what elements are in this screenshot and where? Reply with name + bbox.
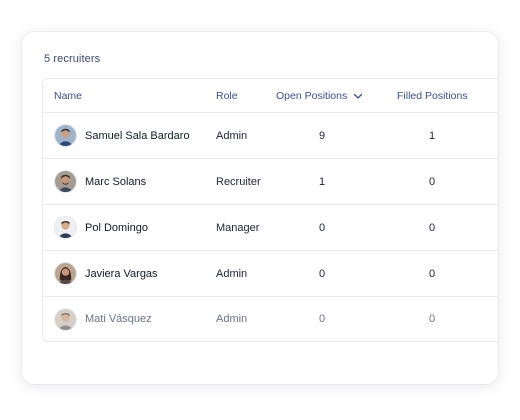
recruiter-cell: Javiera Vargas — [54, 251, 158, 296]
column-header-open-positions-label: Open Positions — [276, 89, 348, 102]
recruiter-cell: Pol Domingo — [54, 205, 148, 250]
open-positions-value: 1 — [318, 175, 326, 188]
column-header-role[interactable]: Role — [216, 89, 238, 102]
column-header-filled-positions[interactable]: Filled Positions — [397, 89, 468, 102]
avatar — [54, 170, 77, 193]
recruiter-role: Manager — [216, 221, 260, 234]
table-row[interactable]: Samuel Sala Bardaro Admin 9 1 — [43, 113, 498, 159]
avatar — [54, 216, 77, 239]
table-row[interactable]: Javiera Vargas Admin 0 0 — [43, 251, 498, 297]
table-row[interactable]: Mati Vásquez Admin 0 0 — [43, 297, 498, 341]
recruiter-name[interactable]: Mati Vásquez — [85, 313, 152, 325]
recruiter-name[interactable]: Javiera Vargas — [85, 267, 158, 280]
table-row[interactable]: Marc Solans Recruiter 1 0 — [43, 159, 498, 205]
filled-positions-value: 0 — [428, 313, 436, 325]
filled-positions-value: 0 — [428, 175, 436, 188]
recruiter-cell: Mati Vásquez — [54, 297, 152, 341]
table-row[interactable]: Pol Domingo Manager 0 0 — [43, 205, 498, 251]
filled-positions-value: 1 — [428, 129, 436, 142]
recruiter-cell: Marc Solans — [54, 159, 146, 204]
avatar — [54, 262, 77, 285]
recruiter-role: Admin — [216, 129, 248, 142]
table-header: Name Role Open Positions Filled Position… — [43, 79, 498, 113]
recruiter-role: Admin — [216, 267, 248, 280]
open-positions-value: 0 — [318, 313, 326, 325]
recruiter-name[interactable]: Samuel Sala Bardaro — [85, 129, 190, 142]
filled-positions-value: 0 — [428, 267, 436, 280]
recruiter-role: Recruiter — [216, 175, 261, 188]
recruiter-role: Admin — [216, 313, 248, 325]
column-header-open-positions[interactable]: Open Positions — [276, 79, 364, 112]
avatar — [54, 307, 77, 331]
recruiter-cell: Samuel Sala Bardaro — [54, 113, 190, 158]
open-positions-value: 0 — [318, 221, 326, 234]
recruiter-name[interactable]: Pol Domingo — [85, 221, 148, 234]
filled-positions-value: 0 — [428, 221, 436, 234]
avatar — [54, 124, 77, 147]
recruiter-count: 5 recruiters — [44, 53, 101, 65]
open-positions-value: 0 — [318, 267, 326, 280]
recruiters-table: Name Role Open Positions Filled Position… — [42, 78, 498, 342]
open-positions-value: 9 — [318, 129, 326, 142]
recruiter-name[interactable]: Marc Solans — [85, 175, 147, 188]
column-header-name[interactable]: Name — [54, 89, 83, 102]
chevron-down-icon[interactable] — [352, 90, 364, 102]
recruiters-card: 5 recruiters Name Role Open Positions Fi… — [22, 32, 498, 384]
